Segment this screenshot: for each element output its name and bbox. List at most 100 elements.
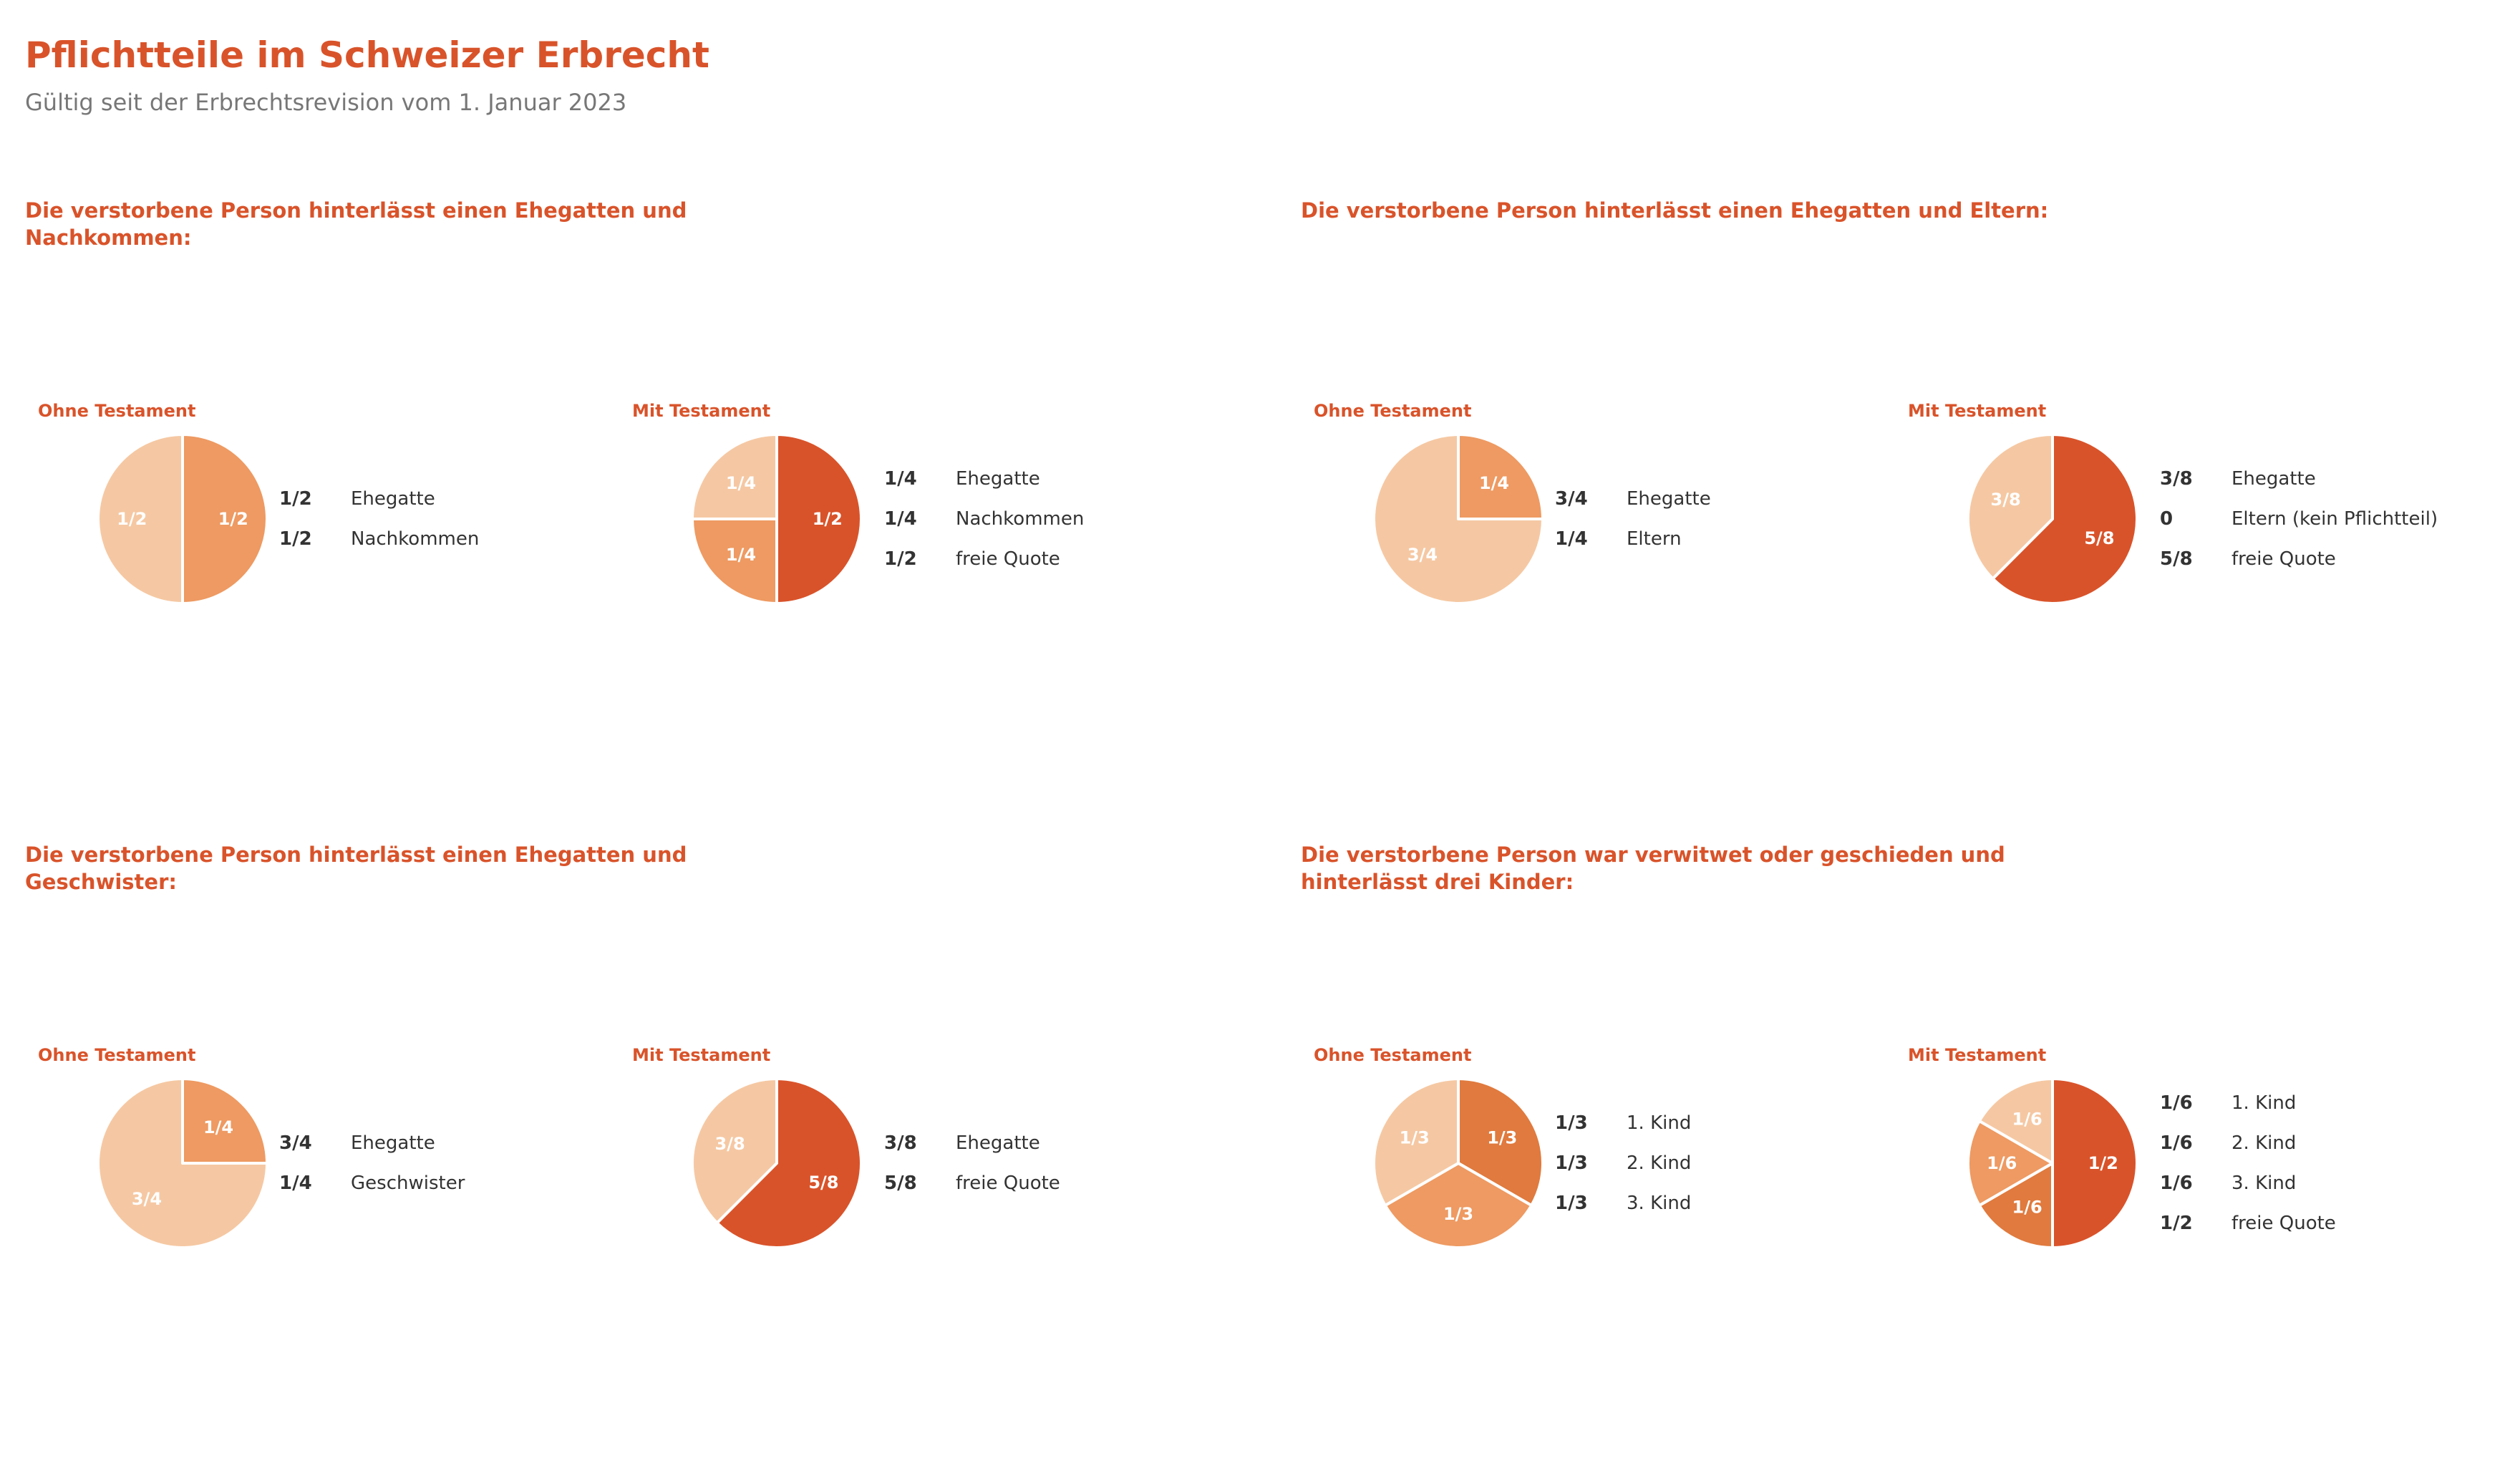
slice-label: 1/2 [218, 509, 248, 529]
legend: 1/2 Ehegatte 1/2 Nachkommen [279, 401, 580, 637]
legend-label: Ehegatte [351, 1132, 435, 1154]
legend-label: freie Quote [2231, 548, 2336, 570]
legend-row: 1/4 Ehegatte [884, 465, 1040, 493]
legend-row: 1/2 freie Quote [2160, 1209, 2336, 1238]
pie-slice-1 [715, 1077, 863, 1249]
chart-mit-testament: Mit Testament 5/8 3/8 3/8 Ehegatte 0 Eltern… [1895, 401, 2439, 637]
pie-slice-2 [691, 1077, 778, 1225]
slice-label: 1/3 [1443, 1204, 1473, 1224]
pie-slice-2 [1977, 1162, 2054, 1249]
legend-row: 3/4 Ehegatte [1555, 485, 1711, 513]
pie-slice-1 [181, 1077, 268, 1165]
slice-label: 1/2 [2088, 1153, 2118, 1173]
legend-row: 0 Eltern (kein Pflichtteil) [2160, 505, 2438, 533]
pie-slice-2 [1372, 433, 1544, 605]
chart-mit-testament: Mit Testament 1/2 1/4 1/4 1/4 Ehegatte 1/4 N… [619, 401, 1163, 637]
slice-label: 1/6 [2012, 1197, 2042, 1217]
legend-value: 1/6 [2160, 1132, 2193, 1154]
legend-value: 5/8 [2160, 548, 2193, 570]
section-heading: Die verstorbene Person hinterlässt einen… [1301, 198, 2049, 223]
pie-chart: 1/2 1/2 [97, 433, 268, 605]
section-heading: Die verstorbene Person hinterlässt einen… [25, 843, 687, 894]
chart-mit-testament: Mit Testament 5/8 3/8 3/8 Ehegatte 5/8 frei… [619, 1045, 1163, 1281]
legend-label: 1. Kind [1627, 1112, 1692, 1134]
legend-label: 2. Kind [2231, 1132, 2297, 1154]
legend-row: 1/2 Nachkommen [279, 525, 479, 553]
legend-label: Eltern [1627, 528, 1682, 550]
chart-title: Mit Testament [1908, 401, 2047, 421]
legend-row: 3/4 Ehegatte [279, 1129, 435, 1157]
slice-label: 5/8 [2084, 528, 2114, 548]
legend-value: 1/3 [1555, 1193, 1588, 1214]
pie-chart: 5/8 3/8 [691, 1077, 863, 1249]
chart-ohne-testament: Ohne Testament 1/4 3/4 3/4 Ehegatte 1/4 Ges… [25, 1045, 569, 1281]
legend-value: 1/2 [884, 548, 917, 570]
pie-chart: 5/8 3/8 [1967, 433, 2138, 605]
legend-label: Ehegatte [1627, 488, 1711, 510]
legend-row: 1/3 2. Kind [1555, 1149, 1691, 1178]
pie-slice-2 [97, 1077, 268, 1249]
legend-value: 0 [2160, 508, 2174, 530]
legend-value: 3/4 [279, 1132, 312, 1154]
legend-row: 1/4 Eltern [1555, 525, 1682, 553]
legend-row: 1/6 2. Kind [2160, 1129, 2296, 1157]
legend-row: 1/2 freie Quote [884, 545, 1060, 573]
pie-slice-2 [97, 433, 184, 605]
section-ehegatte-geschwister: Die verstorbene Person hinterlässt einen… [25, 841, 1242, 1471]
slice-label: 1/2 [813, 509, 843, 529]
legend-label: 3. Kind [1627, 1193, 1692, 1214]
chart-ohne-testament: Ohne Testament 1/2 1/2 1/2 Ehegatte 1/2 Nac… [25, 401, 569, 637]
slice-label: 1/3 [1487, 1128, 1517, 1148]
slice-label: 1/6 [1987, 1153, 2017, 1173]
legend-label: Ehegatte [2231, 468, 2316, 490]
legend-value: 1/3 [1555, 1112, 1588, 1134]
section-ehegatte-eltern: Die verstorbene Person hinterlässt einen… [1301, 197, 2518, 827]
legend-label: 1. Kind [2231, 1092, 2297, 1114]
legend-value: 1/2 [279, 488, 312, 510]
pie-slice-1 [2051, 1077, 2138, 1249]
legend: 3/4 Ehegatte 1/4 Geschwister [279, 1045, 580, 1281]
legend: 1/4 Ehegatte 1/4 Nachkommen 1/2 freie Quote [884, 401, 1185, 637]
legend-label: Ehegatte [351, 488, 435, 510]
pie-chart: 1/2 1/6 1/6 1/6 [1967, 1077, 2138, 1249]
chart-title: Mit Testament [1908, 1045, 2047, 1065]
slice-label: 1/3 [1400, 1128, 1430, 1148]
legend-value: 1/2 [279, 528, 312, 550]
legend-row: 1/3 3. Kind [1555, 1189, 1691, 1218]
legend-value: 1/6 [2160, 1092, 2193, 1114]
pie-slice-3 [1372, 1077, 1460, 1208]
section-ehegatte-nachkommen: Die verstorbene Person hinterlässt einen… [25, 197, 1242, 827]
legend-value: 3/4 [1555, 488, 1588, 510]
pie-slice-4 [1977, 1077, 2054, 1165]
slice-label: 1/4 [726, 473, 756, 493]
chart-mit-testament: Mit Testament 1/2 1/6 1/6 1/6 1/6 1. Kind 1/… [1895, 1045, 2439, 1281]
pie-slice-1 [181, 433, 268, 605]
legend: 3/8 Ehegatte 5/8 freie Quote [884, 1045, 1185, 1281]
slice-label: 5/8 [808, 1173, 838, 1193]
legend-row: 1/6 1. Kind [2160, 1089, 2296, 1117]
pie-slice-1 [1991, 433, 2138, 605]
pie-chart: 1/4 3/4 [1372, 433, 1544, 605]
legend-value: 1/4 [1555, 528, 1588, 550]
legend-value: 1/4 [884, 508, 917, 530]
legend-label: Ehegatte [956, 468, 1040, 490]
legend-value: 5/8 [884, 1173, 917, 1194]
legend-row: 1/6 3. Kind [2160, 1169, 2296, 1198]
chart-ohne-testament: Ohne Testament 1/4 3/4 3/4 Ehegatte 1/4 Elt… [1301, 401, 1845, 637]
legend: 3/4 Ehegatte 1/4 Eltern [1555, 401, 1856, 637]
section-heading: Die verstorbene Person war verwitwet ode… [1301, 843, 2005, 894]
pie-chart: 1/3 1/3 1/3 [1372, 1077, 1544, 1249]
slice-label: 1/4 [726, 545, 756, 565]
chart-title: Mit Testament [632, 1045, 771, 1065]
slice-label: 1/2 [117, 509, 147, 529]
chart-title: Ohne Testament [1314, 1045, 1472, 1065]
page-title: Pflichtteile im Schweizer Erbrecht [25, 34, 709, 76]
legend-row: 1/3 1. Kind [1555, 1109, 1691, 1137]
legend-row: 1/4 Nachkommen [884, 505, 1084, 533]
pie-slice-3 [1967, 1119, 2054, 1207]
chart-title: Ohne Testament [38, 401, 196, 421]
legend-row: 1/2 Ehegatte [279, 485, 435, 513]
legend-row: 1/4 Geschwister [279, 1169, 465, 1198]
legend-label: freie Quote [2231, 1213, 2336, 1234]
section-heading: Die verstorbene Person hinterlässt einen… [25, 198, 687, 250]
